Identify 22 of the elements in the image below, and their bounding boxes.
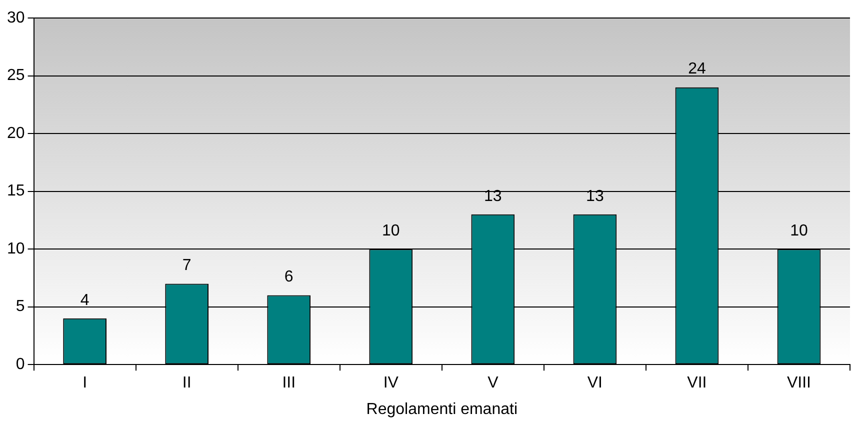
- y-tick-label: 15: [7, 182, 25, 200]
- data-label: 7: [182, 257, 192, 274]
- x-tick-label: III: [282, 374, 296, 392]
- x-tick-label: IV: [383, 374, 399, 392]
- x-tick-label: VI: [587, 374, 602, 392]
- y-tick-label: 0: [16, 356, 25, 374]
- data-label: 6: [284, 268, 294, 286]
- y-tick-label: 20: [7, 124, 25, 142]
- data-label: 24: [688, 60, 706, 78]
- x-tick-label: II: [182, 374, 192, 392]
- y-tick-label: 25: [7, 67, 25, 84]
- data-label: 10: [382, 222, 400, 240]
- x-tick-label: V: [488, 374, 499, 392]
- data-label: 10: [790, 222, 808, 240]
- x-axis-title: Regolamenti emanati: [366, 400, 518, 418]
- x-tick-label: I: [82, 374, 88, 392]
- y-tick-label: 5: [16, 298, 25, 316]
- y-tick-label: 30: [7, 9, 25, 26]
- x-tick-label: VII: [687, 374, 707, 392]
- x-tick-label: VIII: [786, 374, 811, 392]
- data-label: 4: [80, 292, 90, 309]
- y-tick-label: 10: [7, 240, 25, 258]
